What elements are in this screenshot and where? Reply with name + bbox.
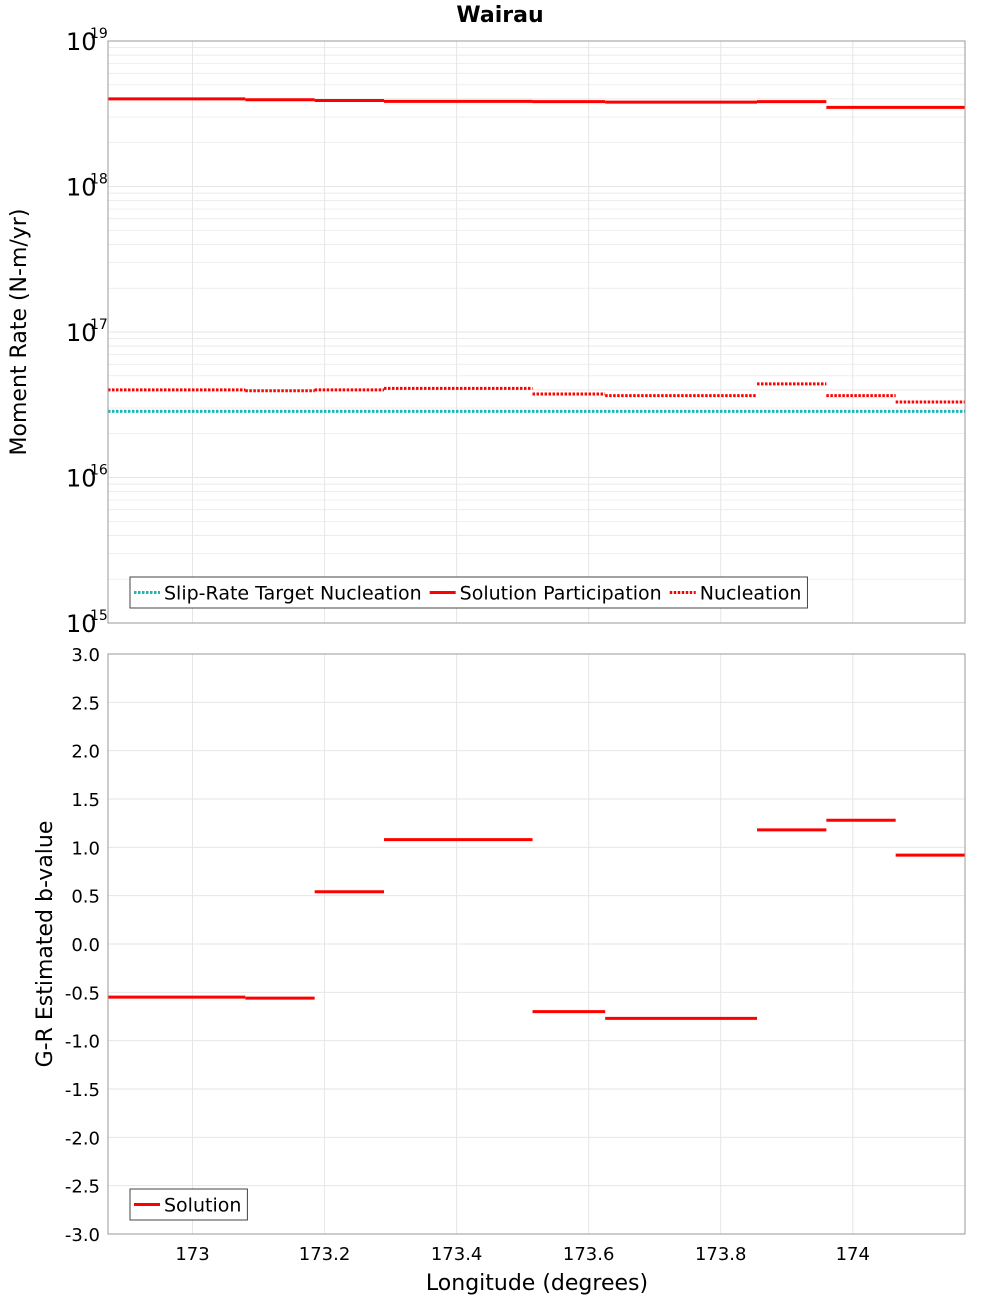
- moment-rate-plot-frame: [107, 40, 966, 624]
- moment-rate-grid: [108, 41, 965, 624]
- moment-rate-y-tick-exponent: 17: [90, 317, 108, 333]
- x-axis-label: Longitude (degrees): [426, 1271, 648, 1296]
- b-value-y-tick-label: 3.0: [71, 645, 100, 666]
- b-value-y-tick-label: 1.0: [71, 838, 100, 859]
- b-value-series: [108, 818, 965, 1020]
- x-axis-ticks: 173 173.2 173.4 173.6 173.8 174: [175, 1244, 870, 1265]
- moment-rate-legend-label-nucleation: Nucleation: [700, 583, 802, 605]
- x-tick-label: 173.8: [695, 1244, 747, 1265]
- b-value-panel: 3.0 2.5 2.0 1.5 1.0 0.5 0.0 -0.5 -1.0 -1.5 -2.0 -2.…: [33, 645, 966, 1246]
- x-tick-label: 173.6: [563, 1244, 615, 1265]
- chart-title: Wairau: [456, 3, 543, 28]
- b-value-y-tick-label: -3.0: [65, 1225, 100, 1246]
- moment-rate-y-tick-base: 10: [66, 319, 97, 347]
- moment-rate-y-tick-base: 10: [66, 465, 97, 493]
- x-tick-label: 173.2: [299, 1244, 351, 1265]
- b-value-y-tick-label: 1.5: [71, 790, 100, 811]
- b-value-y-tick-label: 0.5: [71, 887, 100, 908]
- moment-rate-y-tick-base: 10: [66, 174, 97, 202]
- b-value-y-tick-label: -0.5: [65, 983, 100, 1004]
- x-tick-label: 173: [175, 1244, 209, 1265]
- b-value-y-tick-label: 2.0: [71, 742, 100, 763]
- moment-rate-y-tick-base: 10: [66, 28, 97, 56]
- moment-rate-y-axis-label: Moment Rate (N-m/yr): [7, 209, 32, 456]
- b-value-y-tick-label: -2.0: [65, 1128, 100, 1149]
- b-value-y-axis-label: G-R Estimated b-value: [33, 821, 58, 1068]
- moment-rate-y-tick-exponent: 18: [90, 172, 108, 188]
- moment-rate-y-tick-exponent: 19: [90, 26, 108, 42]
- b-value-y-tick-label: 0.0: [71, 935, 100, 956]
- moment-rate-y-tick-exponent: 15: [90, 608, 108, 624]
- b-value-y-tick-label: -1.0: [65, 1032, 100, 1053]
- b-value-y-tick-label: 2.5: [71, 693, 100, 714]
- x-tick-label: 173.4: [431, 1244, 483, 1265]
- moment-rate-legend: Slip-Rate Target Nucleation Solution Part…: [129, 576, 808, 609]
- b-value-legend-label-solution: Solution: [164, 1195, 241, 1217]
- b-value-grid: [108, 653, 965, 1235]
- b-value-y-tick-label: -2.5: [65, 1177, 100, 1198]
- moment-rate-series: [108, 97, 965, 413]
- b-value-y-tick-label: -1.5: [65, 1080, 100, 1101]
- moment-rate-y-tick-base: 10: [66, 610, 97, 638]
- moment-rate-legend-label-solution-participation: Solution Participation: [460, 583, 662, 605]
- b-value-plot-frame: [107, 653, 966, 1235]
- b-value-y-ticks: 3.0 2.5 2.0 1.5 1.0 0.5 0.0 -0.5 -1.0 -1.5 -2.0 -2.…: [65, 645, 100, 1246]
- x-tick-label: 174: [836, 1244, 870, 1265]
- moment-rate-legend-label-slip-rate-target-nucleation: Slip-Rate Target Nucleation: [164, 583, 422, 605]
- b-value-legend: Solution: [129, 1188, 248, 1221]
- moment-rate-y-tick-exponent: 16: [90, 463, 108, 479]
